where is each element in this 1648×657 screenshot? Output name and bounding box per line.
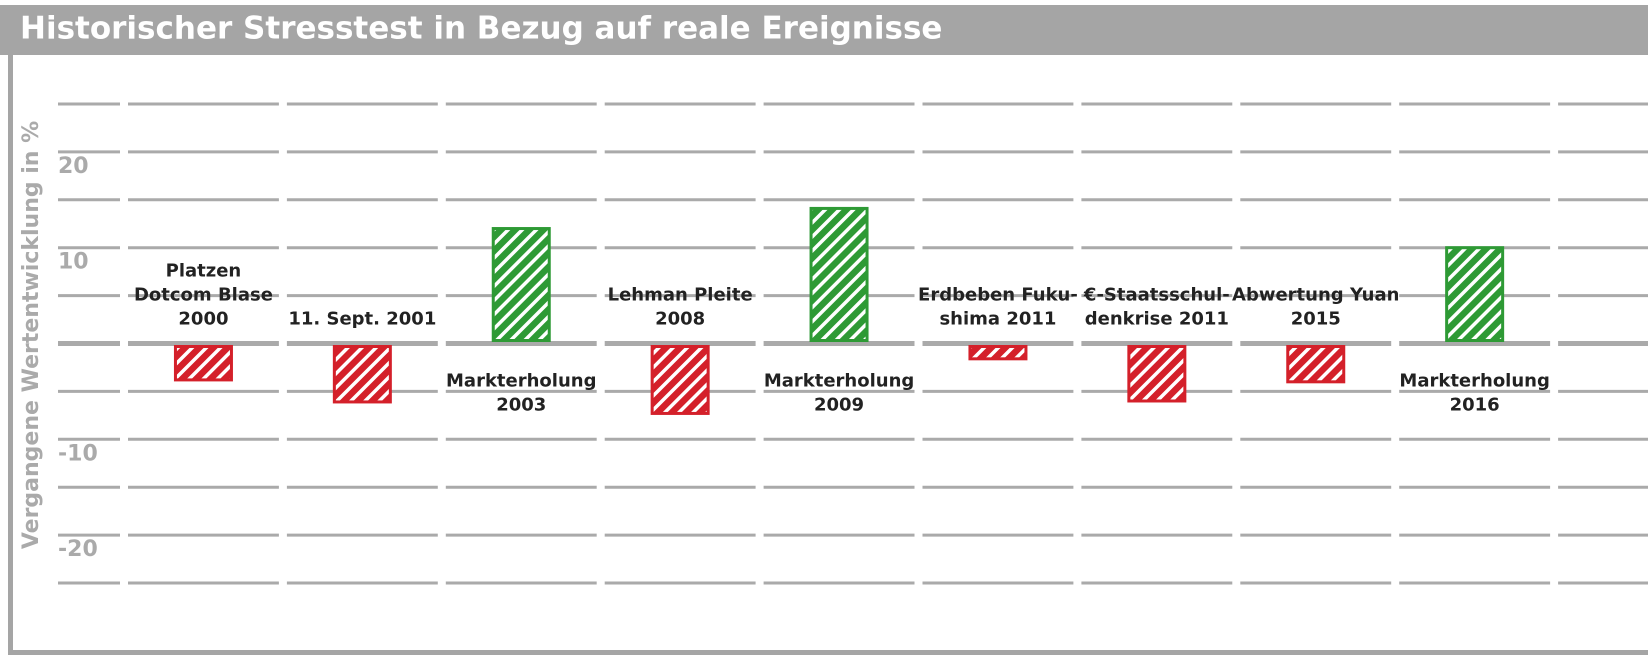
category-label-line: €-Staatsschul- (1083, 285, 1230, 306)
category-label-line: 2009 (814, 395, 864, 416)
category-label-line: 2000 (178, 309, 228, 330)
category-label-line: Erdbeben Fuku- (918, 285, 1078, 306)
bar (332, 345, 392, 404)
category-label-line: 11. Sept. 2001 (288, 309, 436, 330)
bar (1445, 246, 1505, 342)
bar (173, 345, 233, 382)
category-label-line: denkrise 2011 (1085, 309, 1229, 330)
category-label-line: Platzen (166, 261, 242, 282)
chart-title: Historischer Stresstest in Bezug auf rea… (20, 11, 942, 47)
category-label-line: 2008 (655, 309, 705, 330)
frame-left (8, 55, 13, 655)
category-label: €-Staatsschul-denkrise 2011 (1083, 285, 1230, 330)
category-label-line: Lehman Pleite (608, 285, 753, 306)
category-label-line: Markterholung (764, 371, 914, 392)
category-label-line: 2015 (1291, 309, 1341, 330)
category-label: Erdbeben Fuku-shima 2011 (918, 285, 1078, 330)
category-label: 11. Sept. 2001 (288, 309, 436, 330)
category-label-line: shima 2011 (939, 309, 1056, 330)
category-label: Platzen Dotcom Blase 2000 (134, 261, 273, 330)
bar (809, 206, 869, 342)
category-label: Lehman Pleite 2008 (608, 285, 753, 330)
y-tick-label: -10 (58, 441, 98, 466)
category-label-line: Markterholung (1399, 371, 1549, 392)
y-tick-label: 10 (58, 250, 89, 275)
category-label-line: Markterholung (446, 371, 596, 392)
bar (1127, 345, 1187, 403)
title-bar (0, 5, 1648, 55)
category-label-line: 2016 (1450, 395, 1500, 416)
y-tick-label: -20 (58, 537, 98, 562)
category-label: Abwertung Yuan 2015 (1232, 285, 1399, 330)
y-axis-title: Vergangene Wertentwicklung in % (19, 121, 44, 549)
category-label-line: Dotcom Blase (134, 285, 273, 306)
category-label: Markterholung 2009 (764, 371, 914, 416)
bar (650, 345, 710, 415)
category-label: Markterholung 2003 (446, 371, 596, 416)
frame-bottom (8, 650, 1648, 655)
bar (1286, 345, 1346, 384)
category-label-line: 2003 (496, 395, 546, 416)
bar (491, 227, 551, 342)
category-label-line: Abwertung Yuan (1232, 285, 1399, 306)
y-tick-label: 20 (58, 154, 89, 179)
category-label: Markterholung 2016 (1399, 371, 1549, 416)
bar (968, 345, 1028, 361)
